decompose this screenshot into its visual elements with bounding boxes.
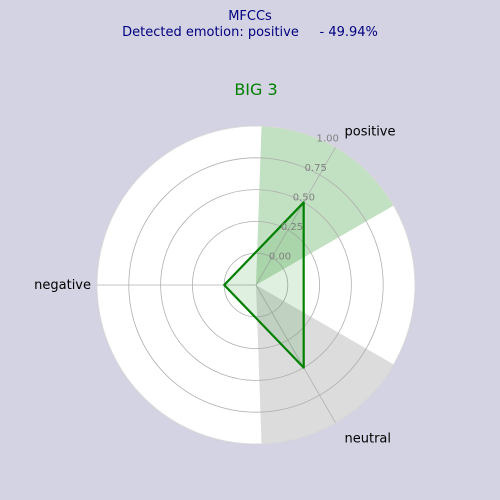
chart-title: BIG 3 [234, 80, 278, 99]
tick-label-1: 0.25 [281, 222, 303, 233]
wedge-neutral [256, 285, 394, 444]
data-series [223, 201, 305, 369]
category-label-positive: positive [345, 125, 396, 140]
radial-tick-labels: 0.00 0.25 0.50 0.75 1.00 [269, 134, 339, 263]
highlight-wedges [256, 126, 394, 444]
series-polygon [223, 201, 305, 369]
tick-label-4: 1.00 [317, 134, 339, 145]
wedge-positive [256, 126, 394, 285]
angular-grid [97, 147, 336, 423]
tick-label-3: 0.75 [305, 163, 327, 174]
feature-label: MFCCs [228, 9, 272, 24]
category-label-negative: negative [34, 278, 91, 293]
category-labels: positive neutral negative [34, 125, 395, 447]
spoke-positive [255, 147, 336, 286]
tick-label-2: 0.50 [293, 193, 315, 204]
spoke-neutral [255, 284, 336, 423]
tick-label-0: 0.00 [269, 252, 291, 263]
detected-emotion-label: Detected emotion: positive - 49.94% [122, 25, 378, 40]
category-label-neutral: neutral [345, 431, 392, 446]
